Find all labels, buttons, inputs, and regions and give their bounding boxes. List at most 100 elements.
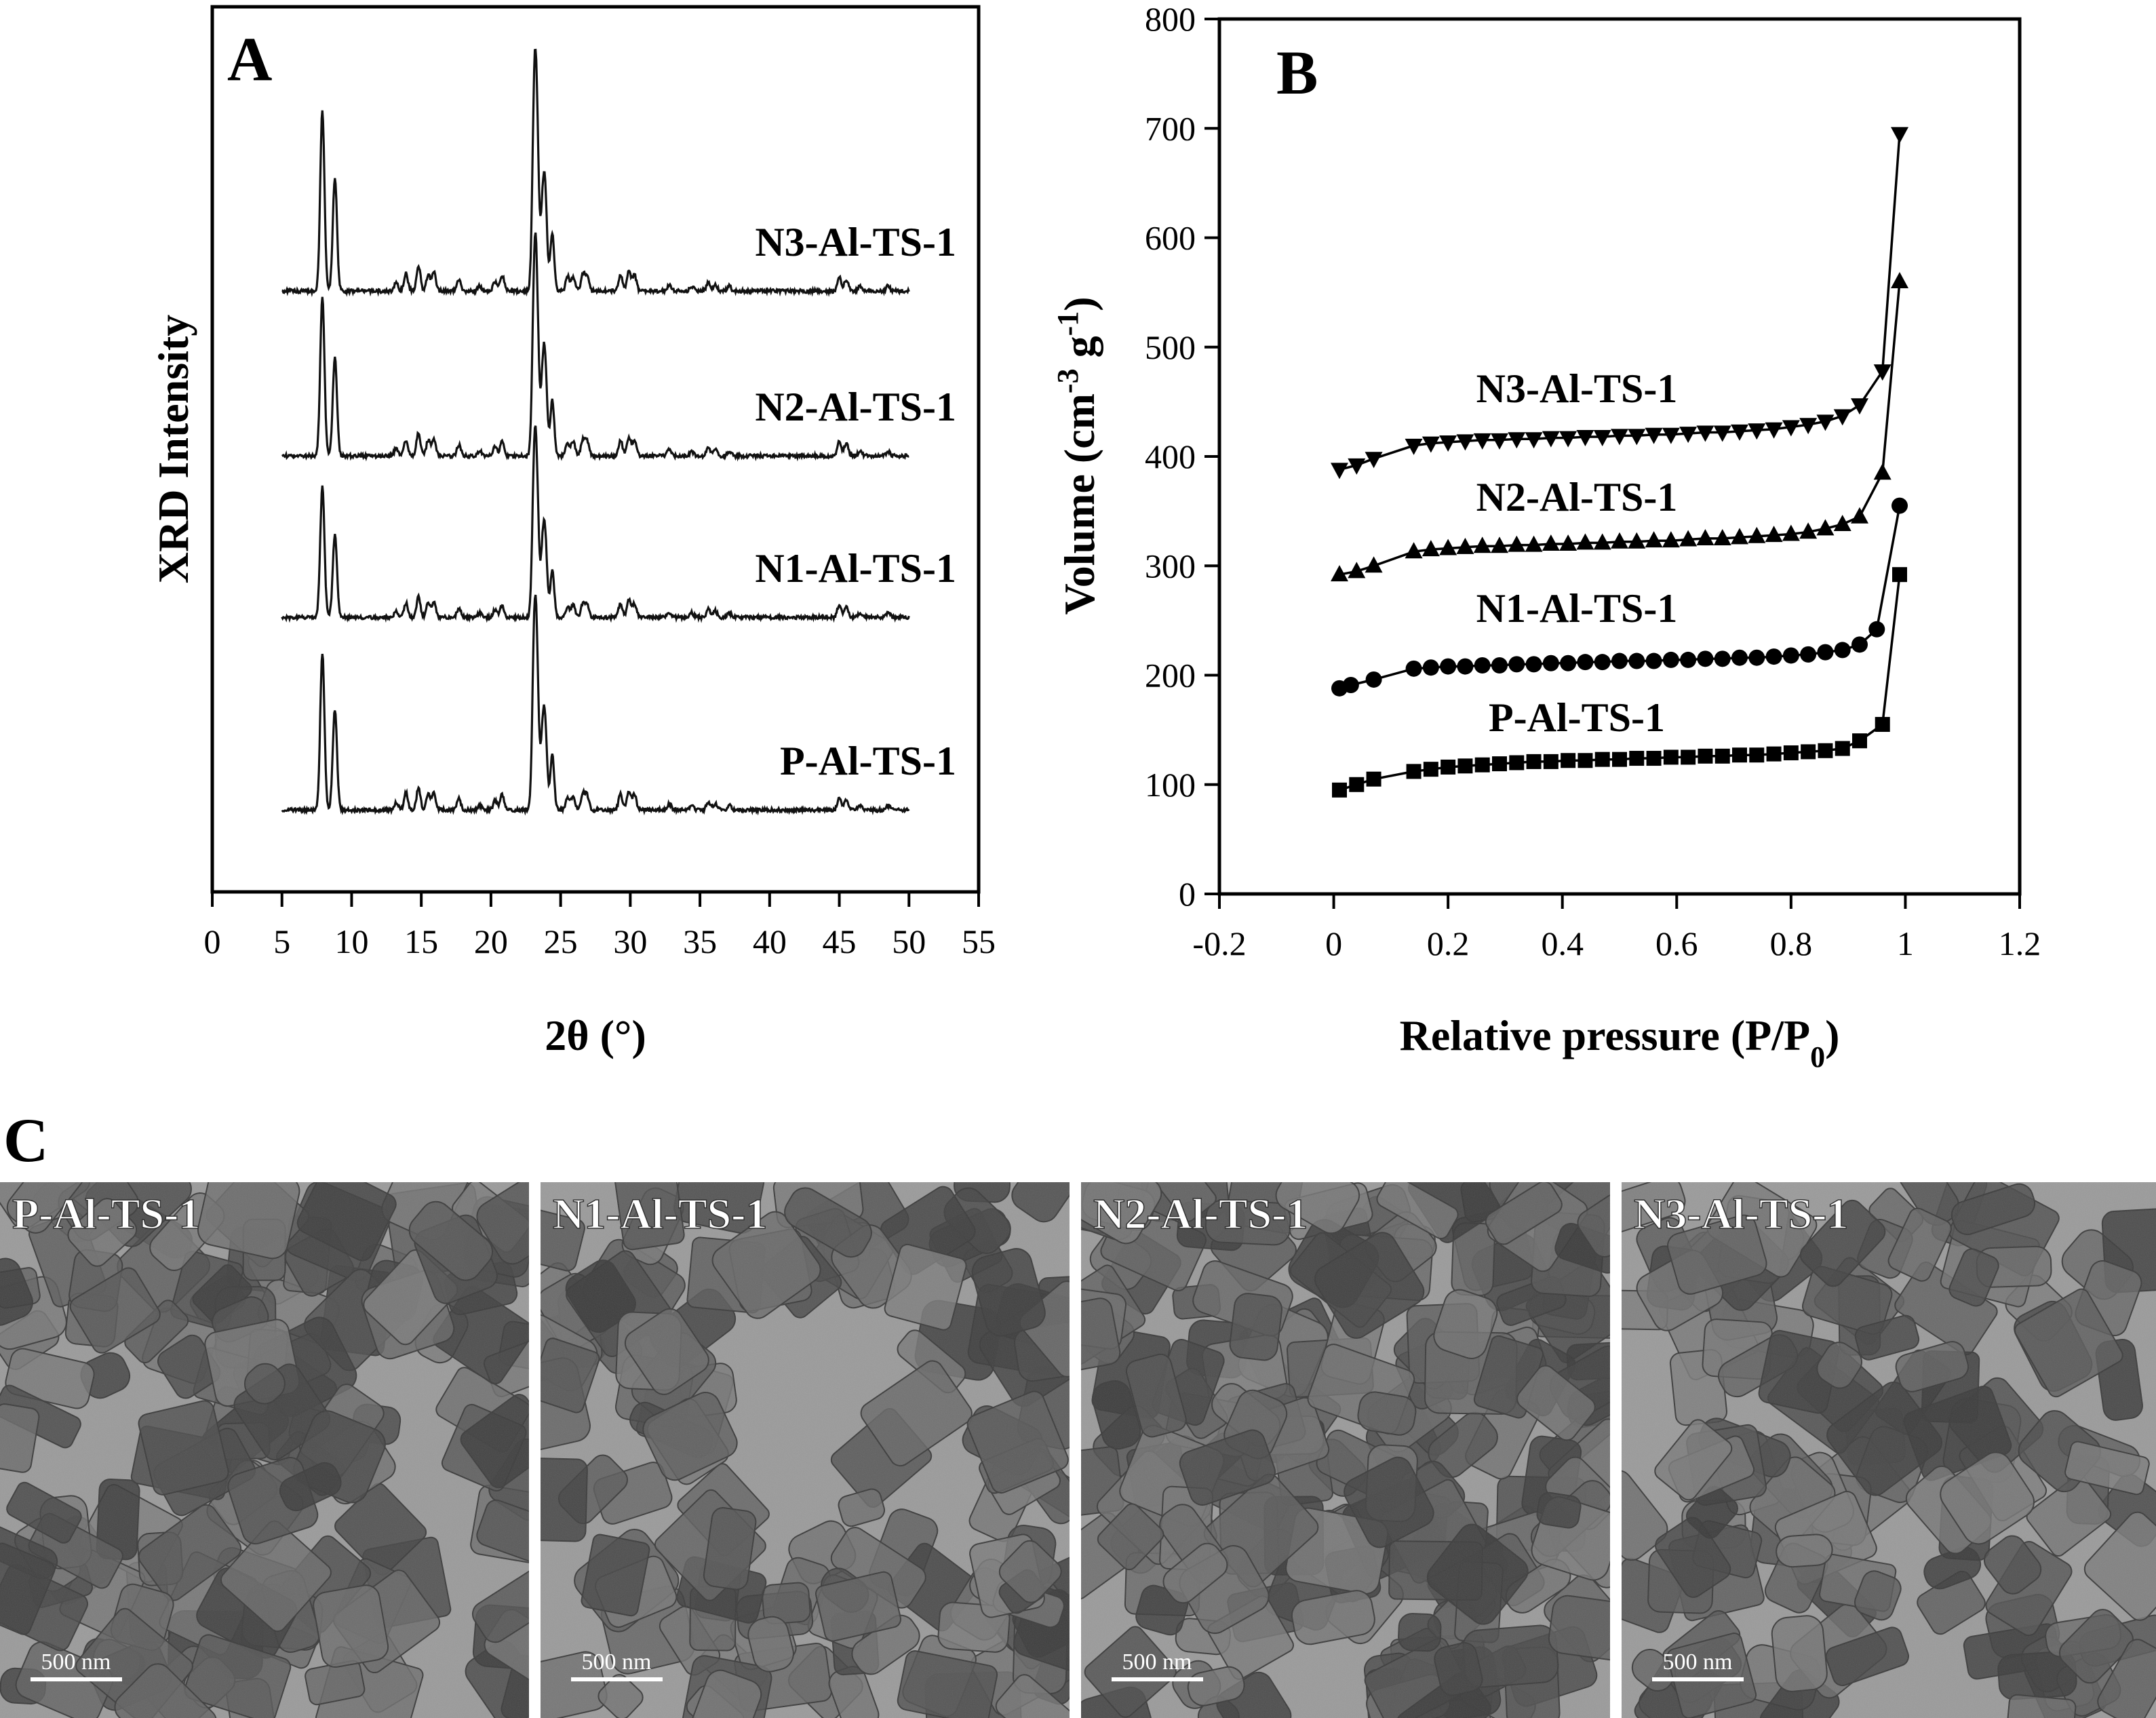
data-point xyxy=(1891,127,1908,144)
scale-bar-label: 500 nm xyxy=(1122,1649,1192,1675)
x-tick-label: 1.2 xyxy=(1999,924,2041,962)
data-point xyxy=(1873,364,1892,381)
data-point xyxy=(1628,652,1645,669)
data-point xyxy=(1765,648,1782,665)
x-tick-label: 10 xyxy=(334,922,368,960)
data-point xyxy=(1406,764,1422,779)
data-point xyxy=(1833,514,1851,531)
data-point xyxy=(1679,427,1698,444)
xrd-trace-N1-Al-TS-1 xyxy=(281,425,910,623)
scale-bar xyxy=(1652,1677,1744,1681)
panel-a-traces xyxy=(281,48,910,816)
panel-b-y-axis: 0 100 200 300 400 500 600 700 800 xyxy=(1145,0,1219,913)
series-label: N3-Al-TS-1 xyxy=(1476,366,1678,411)
data-point xyxy=(1714,748,1730,764)
data-point xyxy=(1576,533,1594,550)
data-point xyxy=(1783,745,1799,760)
data-point xyxy=(1525,535,1543,552)
data-point xyxy=(1440,658,1457,675)
data-point xyxy=(1440,759,1456,775)
tem-grain xyxy=(541,1182,1070,1718)
panel-c-letter: C xyxy=(3,1106,48,1175)
data-point xyxy=(1508,535,1526,552)
series-label: N1-Al-TS-1 xyxy=(1476,586,1678,631)
y-tick-label: 700 xyxy=(1145,109,1196,147)
data-point xyxy=(1560,655,1577,671)
xrd-trace-N2-Al-TS-1 xyxy=(281,232,909,462)
data-point xyxy=(1542,655,1559,671)
data-point xyxy=(1509,755,1525,770)
data-point xyxy=(1365,556,1383,573)
data-point xyxy=(1331,463,1348,480)
data-point xyxy=(1800,646,1817,663)
data-point xyxy=(1696,425,1714,442)
x-tick-label: 40 xyxy=(753,922,787,960)
tem-image-4: N3-Al-TS-1 500 nm xyxy=(1622,1182,2156,1718)
panel-a-frame xyxy=(210,5,981,894)
data-point xyxy=(1342,677,1359,694)
scale-bar xyxy=(1112,1677,1203,1681)
data-point xyxy=(1423,762,1438,777)
data-point xyxy=(1474,757,1490,773)
data-point xyxy=(1749,747,1765,763)
scale-bar-label: 500 nm xyxy=(41,1649,111,1675)
series-label: N3-Al-TS-1 xyxy=(755,220,956,265)
data-point xyxy=(1816,414,1835,431)
data-point xyxy=(1629,751,1645,766)
data-point xyxy=(1593,533,1611,550)
data-point xyxy=(1892,497,1908,514)
data-point xyxy=(1542,431,1560,448)
panel-b-x-axis: -0.2 0 0.2 0.4 0.6 0.8 1 1.2 xyxy=(1192,894,2041,962)
data-point xyxy=(1474,657,1491,673)
data-point xyxy=(1801,744,1816,760)
data-point xyxy=(1662,531,1680,548)
x-tick-label: 55 xyxy=(962,922,996,960)
data-point xyxy=(1348,458,1366,475)
data-point xyxy=(1456,537,1474,554)
data-point xyxy=(1594,751,1610,767)
data-point xyxy=(1577,753,1593,768)
data-point xyxy=(1851,398,1868,415)
data-point xyxy=(1731,424,1748,441)
y-tick-label: 800 xyxy=(1145,0,1196,38)
data-point xyxy=(1594,654,1611,671)
data-point xyxy=(1698,748,1713,764)
data-point xyxy=(1457,658,1474,675)
data-point xyxy=(1439,539,1457,555)
data-point xyxy=(1525,432,1543,449)
data-point xyxy=(1765,526,1783,543)
scale-bar-label: 500 nm xyxy=(1663,1649,1733,1675)
data-point xyxy=(1782,524,1800,541)
data-point xyxy=(1713,425,1731,442)
data-point xyxy=(1366,771,1381,787)
x-tick-label: 30 xyxy=(613,922,647,960)
x-tick-label: 20 xyxy=(474,922,508,960)
panel-b-series-labels: P-Al-TS-1 N1-Al-TS-1 N2-Al-TS-1 N3-Al-TS-1 xyxy=(1476,366,1678,740)
tem-image-3: N2-Al-TS-1 500 nm xyxy=(1081,1182,1610,1718)
data-point xyxy=(1662,651,1679,668)
data-point xyxy=(1851,636,1868,653)
panel-b-y-label: Volume (cm-3 g-1) xyxy=(1051,296,1104,614)
data-point xyxy=(1457,758,1473,774)
data-point xyxy=(1628,532,1646,549)
tem-grain xyxy=(0,1182,529,1718)
data-point xyxy=(1782,420,1800,437)
tem-image-2: N1-Al-TS-1 500 nm xyxy=(541,1182,1070,1718)
xrd-trace-P-Al-TS-1 xyxy=(281,594,910,816)
x-tick-label: 35 xyxy=(683,922,717,960)
data-point xyxy=(1405,438,1423,455)
x-tick-label: 50 xyxy=(892,922,926,960)
data-point xyxy=(1439,435,1457,452)
data-point xyxy=(1332,782,1347,798)
tem-label: P-Al-TS-1 xyxy=(12,1190,200,1238)
data-point xyxy=(1561,753,1576,768)
data-point xyxy=(1681,749,1696,765)
data-point xyxy=(1663,749,1679,765)
y-tick-label: 300 xyxy=(1145,547,1196,585)
panel-a-x-axis: 0 5 10 15 20 25 30 35 40 45 50 55 xyxy=(204,892,996,960)
data-point xyxy=(1577,654,1594,671)
x-tick-label: -0.2 xyxy=(1192,924,1246,962)
data-point xyxy=(1645,652,1662,669)
data-point xyxy=(1799,418,1818,435)
